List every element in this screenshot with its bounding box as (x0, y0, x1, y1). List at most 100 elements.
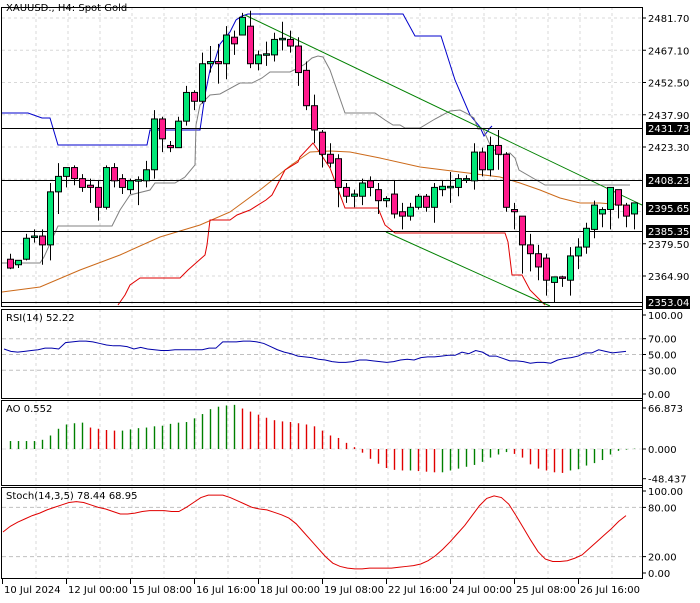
candle (71, 165, 78, 186)
ao-tick-label: 0.000 (648, 445, 677, 456)
candle (223, 26, 230, 80)
candle (287, 30, 294, 53)
candle (471, 143, 478, 190)
candle (87, 178, 94, 203)
rsi-line (3, 340, 627, 364)
time-tick-label: 10 Jul 2024 (4, 585, 61, 596)
price-level-badge (646, 122, 690, 135)
chart-title: XAUUSD., H4: Spot Gold (6, 3, 128, 14)
candle (63, 167, 70, 188)
candle (359, 178, 366, 206)
candle (551, 276, 558, 303)
candle (215, 43, 222, 84)
candle (367, 176, 374, 197)
price-level-badge (646, 225, 690, 238)
ao-tick-label: -48.437 (648, 475, 687, 486)
candle (263, 41, 270, 66)
candle (503, 152, 510, 212)
candle (351, 189, 358, 208)
candle (103, 165, 110, 210)
candle (583, 222, 590, 254)
moving-average-line (1, 150, 625, 293)
candle (191, 90, 198, 111)
lower-channel-line (117, 142, 546, 306)
candle (111, 163, 118, 188)
candle (463, 175, 470, 184)
price-level-label: 2431.73 (648, 124, 689, 135)
candle (39, 229, 46, 265)
time-tick-label: 12 Jul 00:00 (68, 585, 128, 596)
candle (519, 215, 526, 274)
time-tick-label: 24 Jul 00:00 (452, 585, 512, 596)
stoch-tick-label: 0.00 (648, 569, 670, 580)
price-tick-label: 2452.50 (648, 79, 689, 90)
candle (415, 194, 422, 210)
candle (79, 174, 86, 192)
price-level-label: 2395.65 (648, 204, 689, 215)
candle (303, 61, 310, 111)
rsi-tick-label: 0.00 (648, 390, 670, 401)
price-level-label: 2353.04 (648, 298, 689, 309)
time-tick-label: 22 Jul 16:00 (388, 585, 448, 596)
candle (535, 244, 542, 281)
candle (15, 259, 22, 269)
candle (159, 116, 166, 153)
price-level-badge (646, 202, 690, 215)
stoch-tick-label: 20.00 (648, 553, 677, 564)
candle (487, 136, 494, 177)
candle (559, 275, 566, 287)
candle (279, 21, 286, 51)
price-tick-label: 2423.30 (648, 143, 689, 154)
candle (423, 194, 430, 212)
candle (327, 143, 334, 168)
time-tick-label: 16 Jul 16:00 (196, 585, 256, 596)
price-tick-label: 2481.70 (648, 14, 689, 25)
candle (319, 129, 326, 168)
stoch-tick-label: 80.00 (648, 503, 677, 514)
rsi-label: RSI(14) 52.22 (6, 313, 75, 324)
candle (231, 30, 238, 55)
candle (407, 202, 414, 221)
candle (455, 174, 462, 197)
candle (31, 229, 38, 243)
time-tick-label: 15 Jul 08:00 (132, 585, 192, 596)
candle (479, 147, 486, 177)
ao-label: AO 0.552 (6, 404, 53, 415)
price-level-label: 2385.35 (648, 227, 689, 238)
candle (599, 207, 606, 228)
candle (183, 85, 190, 126)
candle (135, 176, 142, 206)
candle (399, 202, 406, 230)
candle (199, 52, 206, 104)
candle (383, 196, 390, 208)
price-tick-label: 2467.10 (648, 46, 689, 57)
candle (271, 32, 278, 62)
candle (567, 247, 574, 296)
candle (607, 186, 614, 230)
candle (623, 202, 630, 228)
rsi-tick-label: 70.00 (648, 335, 677, 346)
candle (207, 46, 214, 73)
candle (255, 50, 262, 71)
candle (127, 178, 134, 195)
candle (631, 202, 638, 230)
price-level-badge (646, 296, 690, 309)
candle (175, 116, 182, 149)
channel-lower-trendline (385, 231, 551, 307)
candle (527, 233, 534, 272)
price-tick-label: 2364.90 (648, 272, 689, 283)
candle (543, 253, 550, 296)
rsi-tick-label: 30.00 (648, 366, 677, 377)
price-tick-label: 2437.90 (648, 111, 689, 122)
candle (391, 180, 398, 219)
candle (143, 160, 150, 188)
candle (23, 233, 30, 261)
candle (375, 183, 382, 214)
time-tick-label: 18 Jul 00:00 (260, 585, 320, 596)
stoch-label: Stoch(14,3,5) 78.44 68.95 (6, 491, 138, 502)
candle (311, 94, 318, 144)
candle (239, 12, 246, 36)
candle (495, 129, 502, 170)
